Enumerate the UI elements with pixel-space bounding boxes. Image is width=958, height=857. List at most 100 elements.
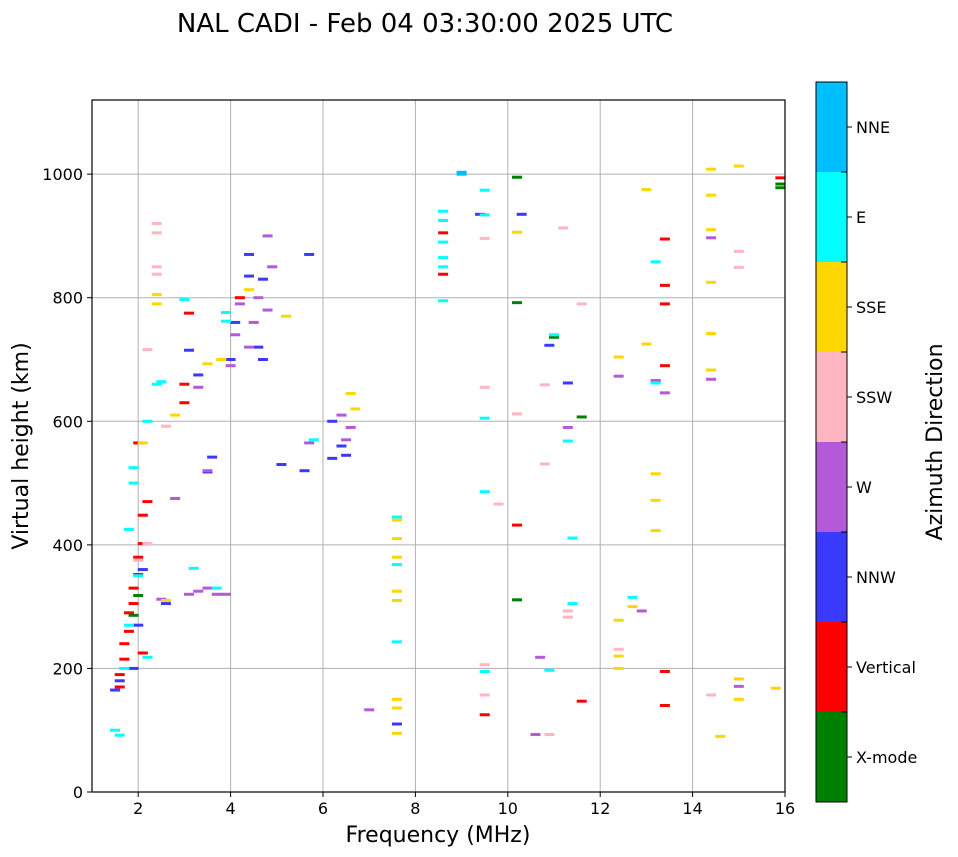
data-point-vertical: [576, 699, 587, 703]
data-point-e: [479, 670, 490, 674]
data-point-sse: [706, 332, 717, 336]
data-point-e: [479, 416, 490, 420]
data-point-w: [562, 425, 573, 429]
azimuth-colorbar: X-mode Vertical NNW W SSW SSE E NNE: [815, 81, 917, 803]
data-point-sse: [733, 164, 744, 168]
data-point-sse: [650, 472, 661, 476]
data-point-w: [706, 377, 717, 381]
data-point-nnw: [253, 345, 264, 349]
colorbar-segment-e: [816, 172, 847, 262]
colorbar-segment-w: [816, 442, 847, 532]
data-point-vertical: [137, 513, 148, 517]
data-point-w: [170, 497, 181, 501]
data-point-nnw: [207, 455, 218, 459]
y-axis-ticks: 0 200 400 600 800 1000: [42, 165, 92, 802]
data-point-ssw: [142, 542, 153, 546]
data-point-e: [179, 298, 190, 302]
data-point-w: [230, 333, 241, 337]
data-point-vertical: [133, 555, 144, 559]
colorbar-frame: [815, 81, 848, 803]
x-tick-label: 10: [498, 799, 518, 818]
data-point-vertical: [659, 704, 670, 707]
data-point-nnw: [336, 444, 347, 448]
data-point-e: [391, 640, 402, 644]
data-point-nnw: [544, 343, 555, 347]
data-point-w: [193, 589, 204, 593]
data-point-x-mode: [576, 415, 587, 419]
data-point-nnw: [193, 373, 204, 377]
data-point-nnw: [299, 469, 310, 473]
data-point-vertical: [128, 602, 139, 606]
data-point-nnw: [137, 568, 148, 572]
data-point-w: [262, 308, 273, 312]
data-point-e: [438, 256, 449, 260]
data-point-ssw: [479, 385, 490, 389]
data-point-w: [262, 234, 273, 238]
data-point-sse: [650, 529, 661, 533]
colorbar-title: Azimuth Direction: [923, 343, 948, 540]
data-point-vertical: [114, 685, 125, 689]
data-point-ssw: [479, 236, 490, 240]
data-point-ssw: [544, 733, 555, 737]
data-point-vertical: [775, 176, 786, 180]
data-point-w: [225, 364, 236, 368]
data-point-sse: [216, 358, 227, 361]
data-point-sse: [151, 293, 162, 297]
data-point-sse: [706, 280, 717, 284]
data-point-sse: [391, 589, 402, 593]
data-point-nnw: [327, 456, 338, 460]
data-point-vertical: [123, 629, 134, 633]
data-point-sse: [391, 537, 402, 541]
data-point-ssw: [479, 693, 490, 697]
data-point-e: [567, 536, 578, 540]
data-point-w: [636, 609, 647, 613]
y-tick-label: 800: [52, 289, 83, 308]
data-point-nnw: [184, 348, 195, 352]
data-point-e: [391, 563, 402, 567]
data-point-ssw: [479, 663, 490, 667]
x-tick-label: 2: [133, 799, 143, 818]
data-point-w: [234, 302, 245, 306]
data-point-e: [479, 213, 490, 217]
chart-title: NAL CADI - Feb 04 03:30:00 2025 UTC: [177, 9, 673, 39]
data-point-nnw: [160, 602, 171, 606]
colorbar-segment-ssw: [816, 352, 847, 442]
data-point-e: [562, 439, 573, 443]
data-point-w: [535, 655, 546, 659]
data-point-ssw: [706, 693, 717, 697]
data-point-sse: [613, 355, 624, 359]
data-point-ssw: [151, 265, 162, 269]
data-point-sse: [391, 706, 402, 710]
colorbar-segment-nne: [816, 82, 847, 172]
data-point-vertical: [184, 311, 195, 315]
data-point-e: [549, 333, 559, 337]
data-point-x-mode: [128, 613, 139, 617]
data-point-e: [438, 265, 449, 269]
data-point-w: [244, 345, 255, 349]
data-point-vertical: [659, 670, 670, 674]
grid-lines: [92, 100, 786, 793]
data-point-sse: [391, 697, 402, 701]
data-point-e: [133, 574, 144, 578]
colorbar-label: W: [856, 478, 872, 497]
plot-frame: [91, 99, 786, 793]
data-point-x-mode: [133, 594, 144, 598]
y-tick-label: 200: [52, 659, 83, 678]
data-point-ssw: [160, 424, 171, 428]
colorbar-label: X-mode: [856, 748, 917, 767]
data-point-e: [567, 602, 578, 606]
data-point-sse: [641, 188, 652, 192]
data-point-sse: [202, 362, 213, 366]
data-point-e: [123, 623, 134, 627]
data-point-ssw: [539, 462, 550, 466]
data-point-nnw: [304, 252, 315, 256]
colorbar-segment-vertical: [816, 622, 847, 712]
data-point-e: [391, 515, 402, 519]
data-point-w: [220, 592, 231, 596]
data-point-nnw: [562, 381, 573, 385]
data-point-nnw: [257, 358, 268, 361]
data-point-vertical: [234, 296, 245, 300]
y-tick-label: 0: [73, 783, 83, 802]
data-point-sse: [706, 167, 717, 171]
